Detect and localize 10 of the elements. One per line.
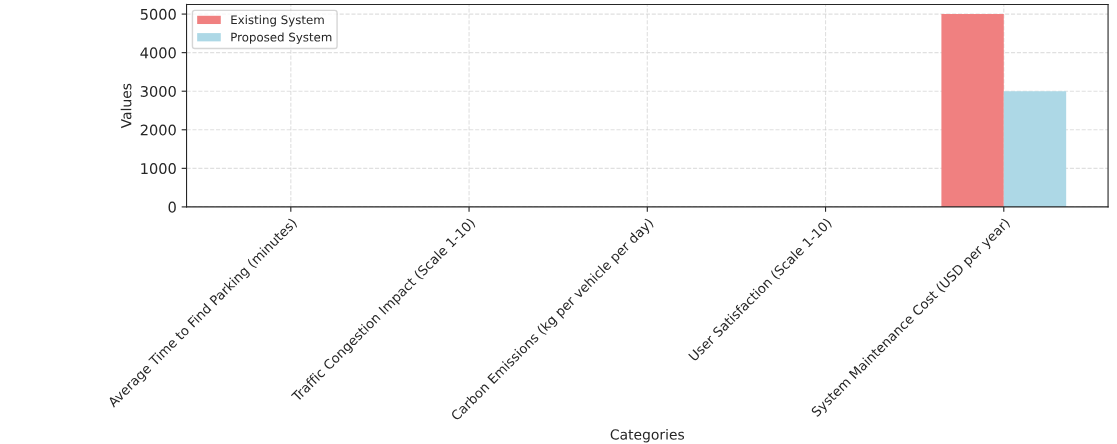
y-tick-label: 4000 (140, 47, 176, 59)
legend-label: Existing System (231, 15, 324, 27)
y-tick-label: 0 (168, 201, 176, 213)
y-axis-title: Values (120, 83, 132, 129)
y-tick-label: 3000 (140, 85, 176, 97)
y-tick-label: 5000 (140, 8, 176, 20)
legend-label: Proposed System (231, 32, 332, 44)
x-axis-title: Categories (610, 428, 685, 443)
y-tick-label: 2000 (140, 124, 176, 136)
y-tick-label: 1000 (141, 163, 176, 175)
